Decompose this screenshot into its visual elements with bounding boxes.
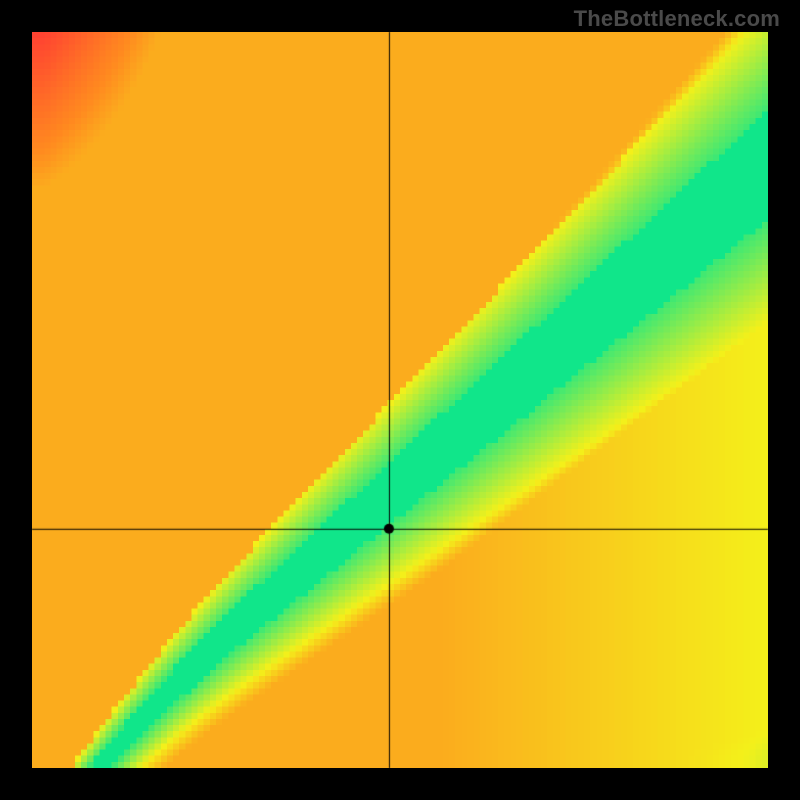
watermark-text: TheBottleneck.com — [574, 6, 780, 32]
overlay-canvas — [0, 0, 800, 800]
chart-container: TheBottleneck.com — [0, 0, 800, 800]
